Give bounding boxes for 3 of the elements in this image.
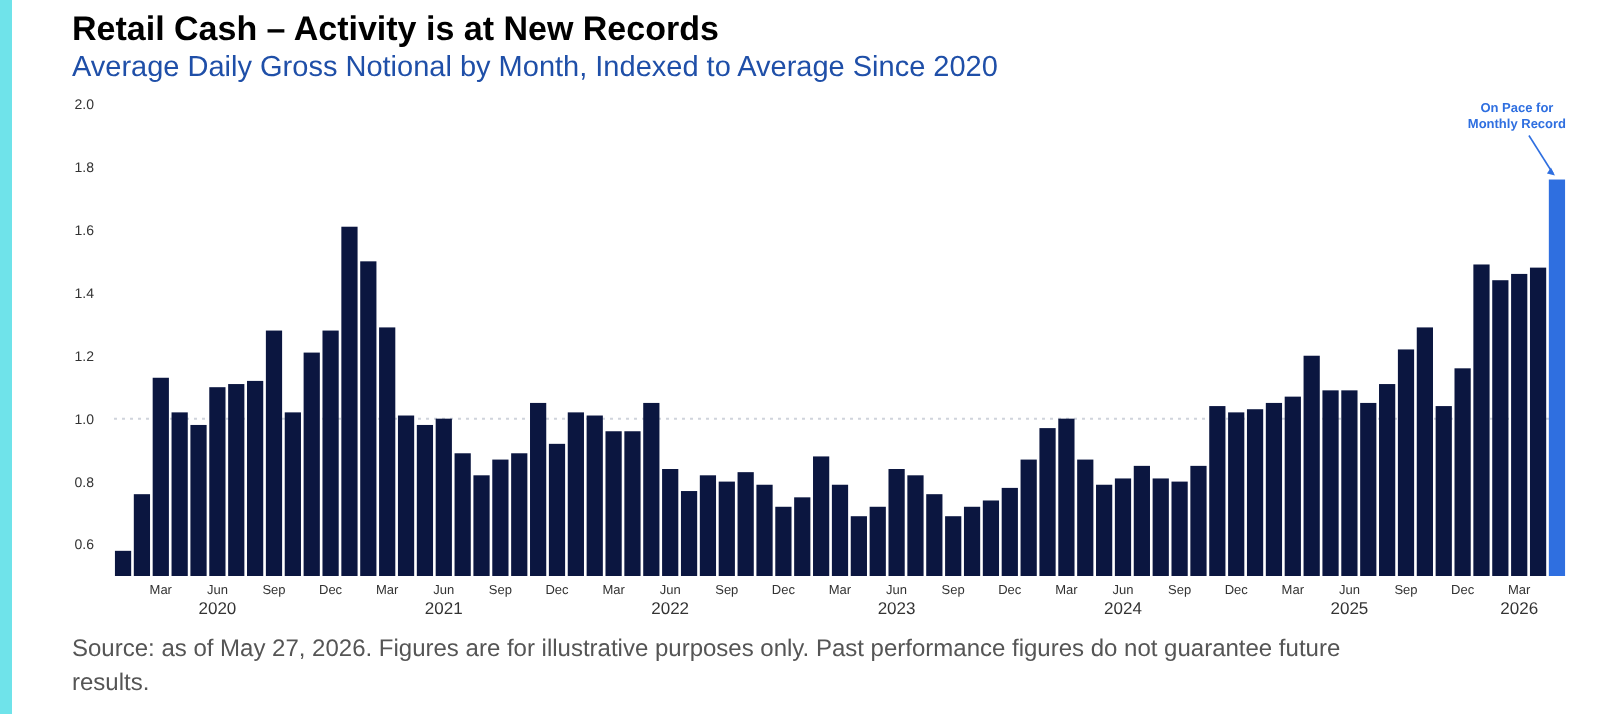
chart-subtitle: Average Daily Gross Notional by Month, Indexed to Average Since 2020 bbox=[72, 52, 998, 84]
source-note: Source: as of May 27, 2026. Figures are for illustrative purposes only. Past performance figures do not guarantee future results. bbox=[72, 634, 1341, 696]
chart-title: Retail Cash – Activity is at New Records bbox=[72, 10, 719, 48]
